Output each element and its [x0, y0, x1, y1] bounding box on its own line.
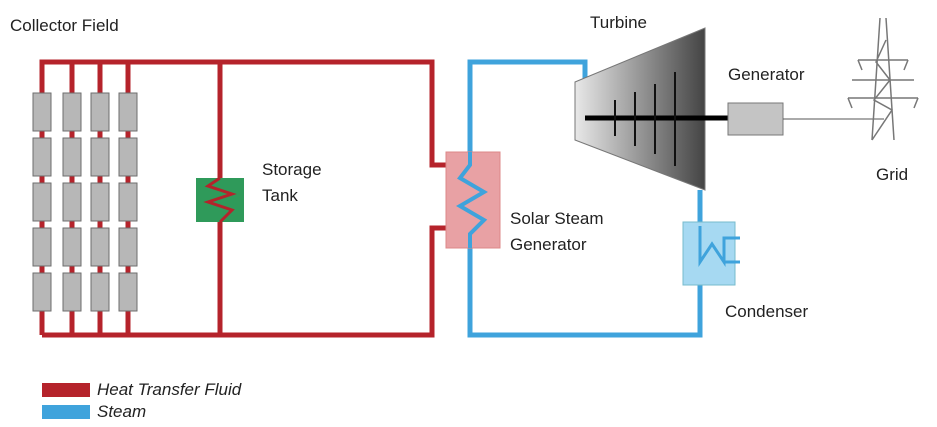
label: Generator — [728, 65, 805, 84]
label: Condenser — [725, 302, 809, 321]
collector — [118, 92, 138, 132]
collector — [62, 272, 82, 312]
condenser — [682, 221, 740, 286]
label: Grid — [876, 165, 908, 184]
grid-tower — [847, 17, 919, 141]
label: Generator — [510, 235, 587, 254]
legend-label: Heat Transfer Fluid — [97, 380, 242, 399]
generator — [727, 102, 884, 136]
turbine — [574, 27, 730, 191]
collector — [90, 272, 110, 312]
collector — [90, 92, 110, 132]
label: Collector Field — [10, 16, 119, 35]
storage-tank — [196, 176, 244, 224]
collector — [118, 137, 138, 177]
collector — [62, 227, 82, 267]
label: Tank — [262, 186, 298, 205]
collector — [118, 272, 138, 312]
label: Solar Steam — [510, 209, 604, 228]
collector — [62, 182, 82, 222]
legend: Heat Transfer Fluid Steam — [42, 380, 242, 421]
legend-label: Steam — [97, 402, 146, 421]
collector — [62, 92, 82, 132]
collector — [32, 272, 52, 312]
label: Storage — [262, 160, 322, 179]
collector — [32, 92, 52, 132]
solar-steam-generator — [445, 151, 501, 249]
collectors — [32, 92, 138, 312]
collector — [118, 227, 138, 267]
collector — [90, 137, 110, 177]
collector — [62, 137, 82, 177]
collector — [90, 182, 110, 222]
legend-swatch — [42, 405, 90, 419]
collector — [32, 227, 52, 267]
steam-loop — [467, 59, 703, 338]
label: Turbine — [590, 13, 647, 32]
legend-swatch — [42, 383, 90, 397]
collector — [32, 137, 52, 177]
collector — [90, 227, 110, 267]
collector — [118, 182, 138, 222]
collector — [32, 182, 52, 222]
